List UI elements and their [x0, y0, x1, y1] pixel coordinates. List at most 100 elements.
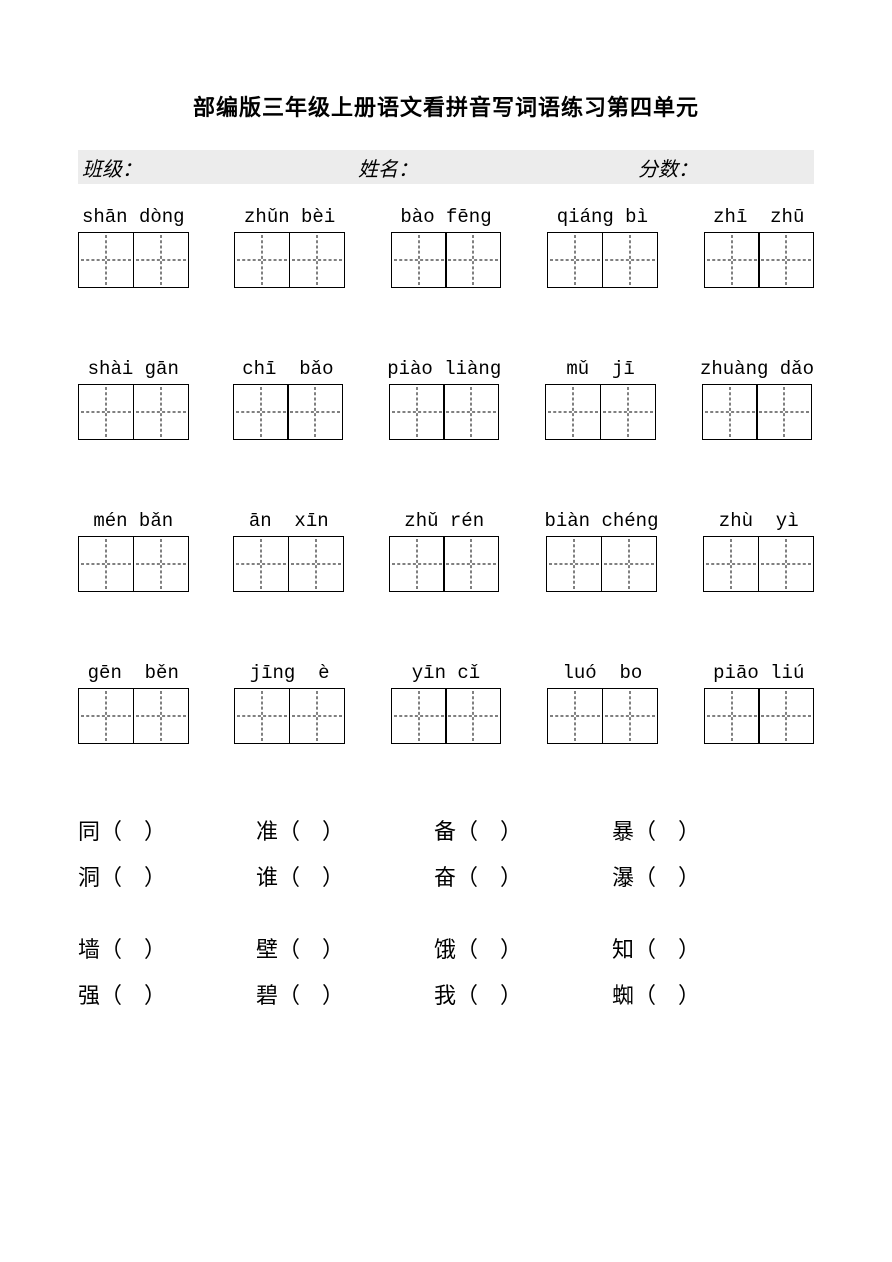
score-field: 分数： [638, 153, 814, 182]
char-box[interactable] [133, 688, 189, 744]
fill-item[interactable]: 墙（ ） [78, 932, 256, 964]
word-group: jīng è [234, 662, 345, 744]
word-group: ān xīn [233, 510, 344, 592]
pinyin-row: mén bǎn ān xīn zhǔ rén biàn chéng zhù yì [78, 510, 814, 592]
pinyin-label: mén bǎn [93, 510, 173, 532]
char-box[interactable] [703, 536, 759, 592]
char-boxes [704, 232, 815, 288]
word-group: mǔ jī [545, 358, 656, 440]
fill-item[interactable]: 谁（ ） [256, 860, 434, 892]
char-box[interactable] [602, 232, 658, 288]
char-boxes [546, 536, 657, 592]
pinyin-row: gēn běn jīng è yīn cǐ luó bo piāo liú [78, 662, 814, 744]
char-box[interactable] [758, 536, 814, 592]
class-field: 班级： [78, 153, 358, 182]
fill-item[interactable]: 瀑（ ） [612, 860, 790, 892]
char-box[interactable] [702, 384, 758, 440]
char-boxes [545, 384, 656, 440]
fill-item[interactable]: 同（ ） [78, 814, 256, 846]
pinyin-label: shān dòng [82, 206, 185, 228]
name-field: 姓名： [358, 153, 638, 182]
char-box[interactable] [758, 688, 814, 744]
pinyin-label: chī bǎo [242, 358, 333, 380]
char-box[interactable] [133, 384, 189, 440]
char-boxes [391, 232, 502, 288]
fill-item[interactable]: 洞（ ） [78, 860, 256, 892]
fill-line: 洞（ ）谁（ ）奋（ ）瀑（ ） [78, 860, 814, 892]
pinyin-label: gēn běn [88, 662, 179, 684]
char-box[interactable] [78, 384, 134, 440]
char-box[interactable] [233, 536, 289, 592]
pinyin-label: jīng è [250, 662, 330, 684]
char-box[interactable] [133, 232, 189, 288]
char-box[interactable] [758, 232, 814, 288]
word-group: zhǔ rén [389, 510, 500, 592]
pinyin-label: qiáng bì [557, 206, 648, 228]
pinyin-label: zhù yì [719, 510, 799, 532]
pinyin-label: yīn cǐ [412, 662, 480, 684]
char-boxes [234, 688, 345, 744]
char-box[interactable] [391, 688, 447, 744]
pinyin-label: zhǔn bèi [244, 206, 335, 228]
word-group: yīn cǐ [391, 662, 502, 744]
char-box[interactable] [389, 536, 445, 592]
fill-item[interactable]: 蜘（ ） [612, 978, 790, 1010]
char-box[interactable] [234, 232, 290, 288]
char-boxes [389, 384, 500, 440]
char-boxes [703, 536, 814, 592]
pinyin-label: biàn chéng [544, 510, 658, 532]
char-box[interactable] [78, 536, 134, 592]
fill-item[interactable]: 壁（ ） [256, 932, 434, 964]
fill-item[interactable]: 奋（ ） [434, 860, 612, 892]
fill-item[interactable]: 暴（ ） [612, 814, 790, 846]
char-box[interactable] [547, 232, 603, 288]
char-box[interactable] [547, 688, 603, 744]
info-bar: 班级： 姓名： 分数： [78, 150, 814, 184]
char-box[interactable] [756, 384, 812, 440]
char-box[interactable] [78, 688, 134, 744]
char-box[interactable] [546, 536, 602, 592]
char-box[interactable] [389, 384, 445, 440]
fill-item[interactable]: 饿（ ） [434, 932, 612, 964]
fill-item[interactable]: 强（ ） [78, 978, 256, 1010]
word-group: biàn chéng [544, 510, 658, 592]
fill-item[interactable]: 备（ ） [434, 814, 612, 846]
char-boxes [391, 688, 502, 744]
char-box[interactable] [602, 688, 658, 744]
char-box[interactable] [289, 232, 345, 288]
word-group: piāo liú [704, 662, 815, 744]
fill-group: 墙（ ）壁（ ）饿（ ）知（ ） 强（ ）碧（ ）我（ ）蜘（ ） [78, 932, 814, 1010]
char-box[interactable] [288, 536, 344, 592]
char-box[interactable] [233, 384, 289, 440]
char-box[interactable] [289, 688, 345, 744]
worksheet-page: 部编版三年级上册语文看拼音写词语练习第四单元 班级： 姓名： 分数： shān … [0, 0, 892, 1262]
char-box[interactable] [445, 688, 501, 744]
char-box[interactable] [133, 536, 189, 592]
char-box[interactable] [545, 384, 601, 440]
word-group: shān dòng [78, 206, 189, 288]
char-box[interactable] [391, 232, 447, 288]
pinyin-label: piāo liú [713, 662, 804, 684]
pinyin-label: piào liàng [387, 358, 501, 380]
pinyin-label: bào fēng [400, 206, 491, 228]
char-box[interactable] [287, 384, 343, 440]
fill-item[interactable]: 知（ ） [612, 932, 790, 964]
char-boxes [78, 688, 189, 744]
char-box[interactable] [601, 536, 657, 592]
word-group: luó bo [547, 662, 658, 744]
char-box[interactable] [234, 688, 290, 744]
char-box[interactable] [443, 536, 499, 592]
char-box[interactable] [704, 688, 760, 744]
char-box[interactable] [445, 232, 501, 288]
word-group: gēn běn [78, 662, 189, 744]
fill-blank-section: 同（ ）准（ ）备（ ）暴（ ） 洞（ ）谁（ ）奋（ ）瀑（ ） 墙（ ）壁（ ）… [78, 814, 814, 1010]
fill-item[interactable]: 我（ ） [434, 978, 612, 1010]
char-box[interactable] [78, 232, 134, 288]
pinyin-row: shài gānchī bǎopiào liàngmǔ jīzhuàng dǎo [78, 358, 814, 440]
char-box[interactable] [704, 232, 760, 288]
fill-item[interactable]: 准（ ） [256, 814, 434, 846]
char-box[interactable] [600, 384, 656, 440]
char-box[interactable] [443, 384, 499, 440]
fill-item[interactable]: 碧（ ） [256, 978, 434, 1010]
pinyin-label: mǔ jī [566, 358, 634, 380]
